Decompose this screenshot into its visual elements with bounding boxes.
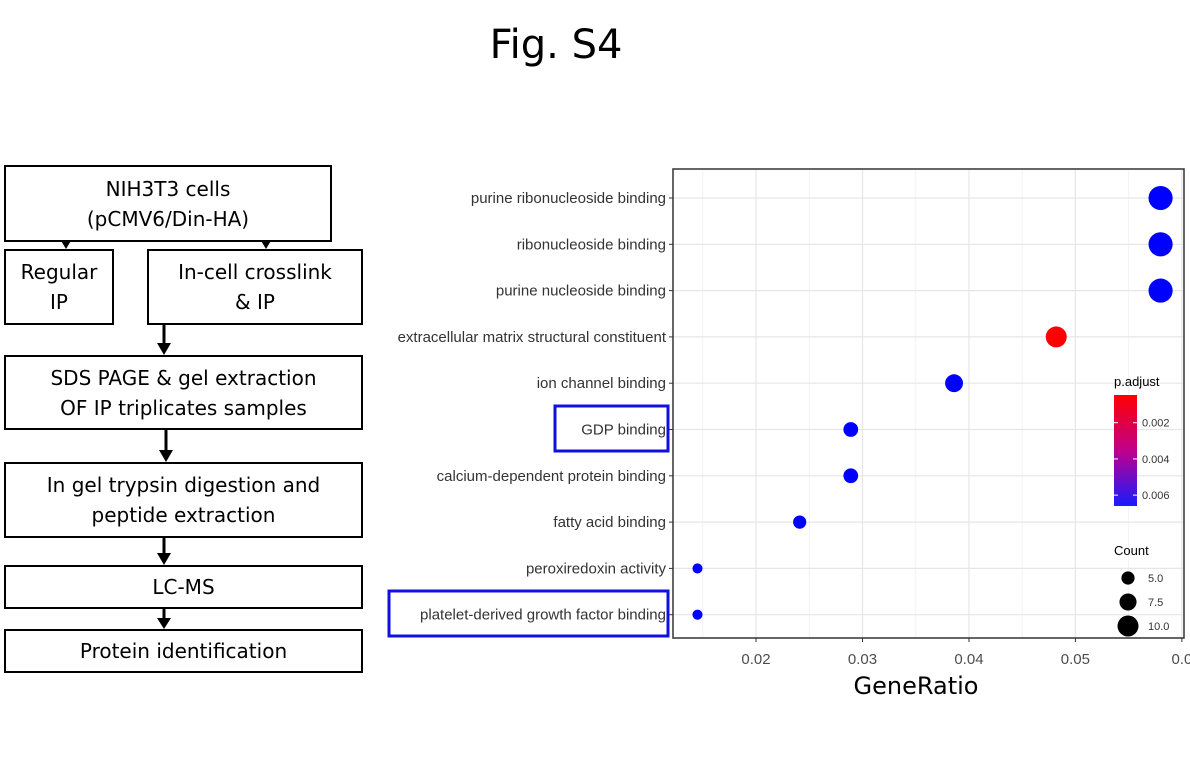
y-tick-label: ion channel binding xyxy=(537,375,666,392)
y-tick-label: ribonucleoside binding xyxy=(517,236,666,253)
data-point xyxy=(1148,232,1173,257)
color-bar xyxy=(1114,395,1137,506)
arrow-head xyxy=(159,450,173,462)
y-tick-label: platelet-derived growth factor binding xyxy=(420,607,666,624)
data-point xyxy=(843,468,859,484)
color-legend-label: 0.006 xyxy=(1142,490,1170,502)
data-point xyxy=(1045,326,1067,348)
x-tick-label: 0.05 xyxy=(1061,651,1090,668)
x-tick-label: 0.03 xyxy=(848,651,877,668)
data-point xyxy=(1148,185,1173,211)
figure-title: Fig. S4 xyxy=(489,22,623,68)
step-digestion: In gel trypsin digestion and peptide ext… xyxy=(4,462,363,538)
step-sds-page: SDS PAGE & gel extraction OF IP triplica… xyxy=(4,355,363,430)
y-tick-label: purine ribonucleoside binding xyxy=(471,190,666,207)
arrow-head xyxy=(157,618,171,629)
step-regular-ip: Regular IP xyxy=(4,249,114,325)
y-tick-label: purine nucleoside binding xyxy=(496,283,666,300)
plot-border xyxy=(672,168,1185,639)
plot-panel xyxy=(673,169,1184,638)
arrow-head xyxy=(157,343,171,355)
x-tick-label: 0.04 xyxy=(954,651,983,668)
y-tick-label: GDP binding xyxy=(581,422,666,439)
size-legend-dot xyxy=(1119,593,1137,611)
y-tick-label: calcium-dependent protein binding xyxy=(437,468,666,485)
color-legend-label: 0.004 xyxy=(1142,454,1170,466)
size-legend-label: 7.5 xyxy=(1148,597,1163,609)
data-point xyxy=(945,374,963,393)
x-tick-label: 0.02 xyxy=(741,651,770,668)
size-legend-label: 10.0 xyxy=(1148,621,1169,633)
data-point xyxy=(793,515,807,529)
size-legend-dot xyxy=(1117,615,1139,637)
x-tick-label: 0.0 xyxy=(1171,651,1190,668)
size-legend-title: Count xyxy=(1114,543,1149,558)
data-point xyxy=(1148,278,1173,303)
step-lcms: LC-MS xyxy=(4,565,363,609)
size-legend-dot xyxy=(1121,571,1135,585)
y-tick-label: extracellular matrix structural constitu… xyxy=(398,329,667,346)
highlight-box xyxy=(387,589,670,638)
highlight-box xyxy=(553,404,670,453)
data-point xyxy=(692,563,703,574)
y-tick-label: peroxiredoxin activity xyxy=(526,560,667,577)
step-cells: NIH3T3 cells (pCMV6/Din-HA) xyxy=(4,165,332,242)
size-legend-label: 5.0 xyxy=(1148,573,1163,585)
step-identification: Protein identification xyxy=(4,629,363,673)
arrow-head xyxy=(157,553,171,565)
color-legend-title: p.adjust xyxy=(1114,374,1160,389)
y-tick-label: fatty acid binding xyxy=(553,514,666,531)
color-legend-label: 0.002 xyxy=(1142,418,1170,430)
step-crosslink-ip: In-cell crosslink & IP xyxy=(147,249,363,325)
data-point xyxy=(692,609,703,620)
x-axis-label: GeneRatio xyxy=(854,672,979,700)
data-point xyxy=(843,422,859,437)
